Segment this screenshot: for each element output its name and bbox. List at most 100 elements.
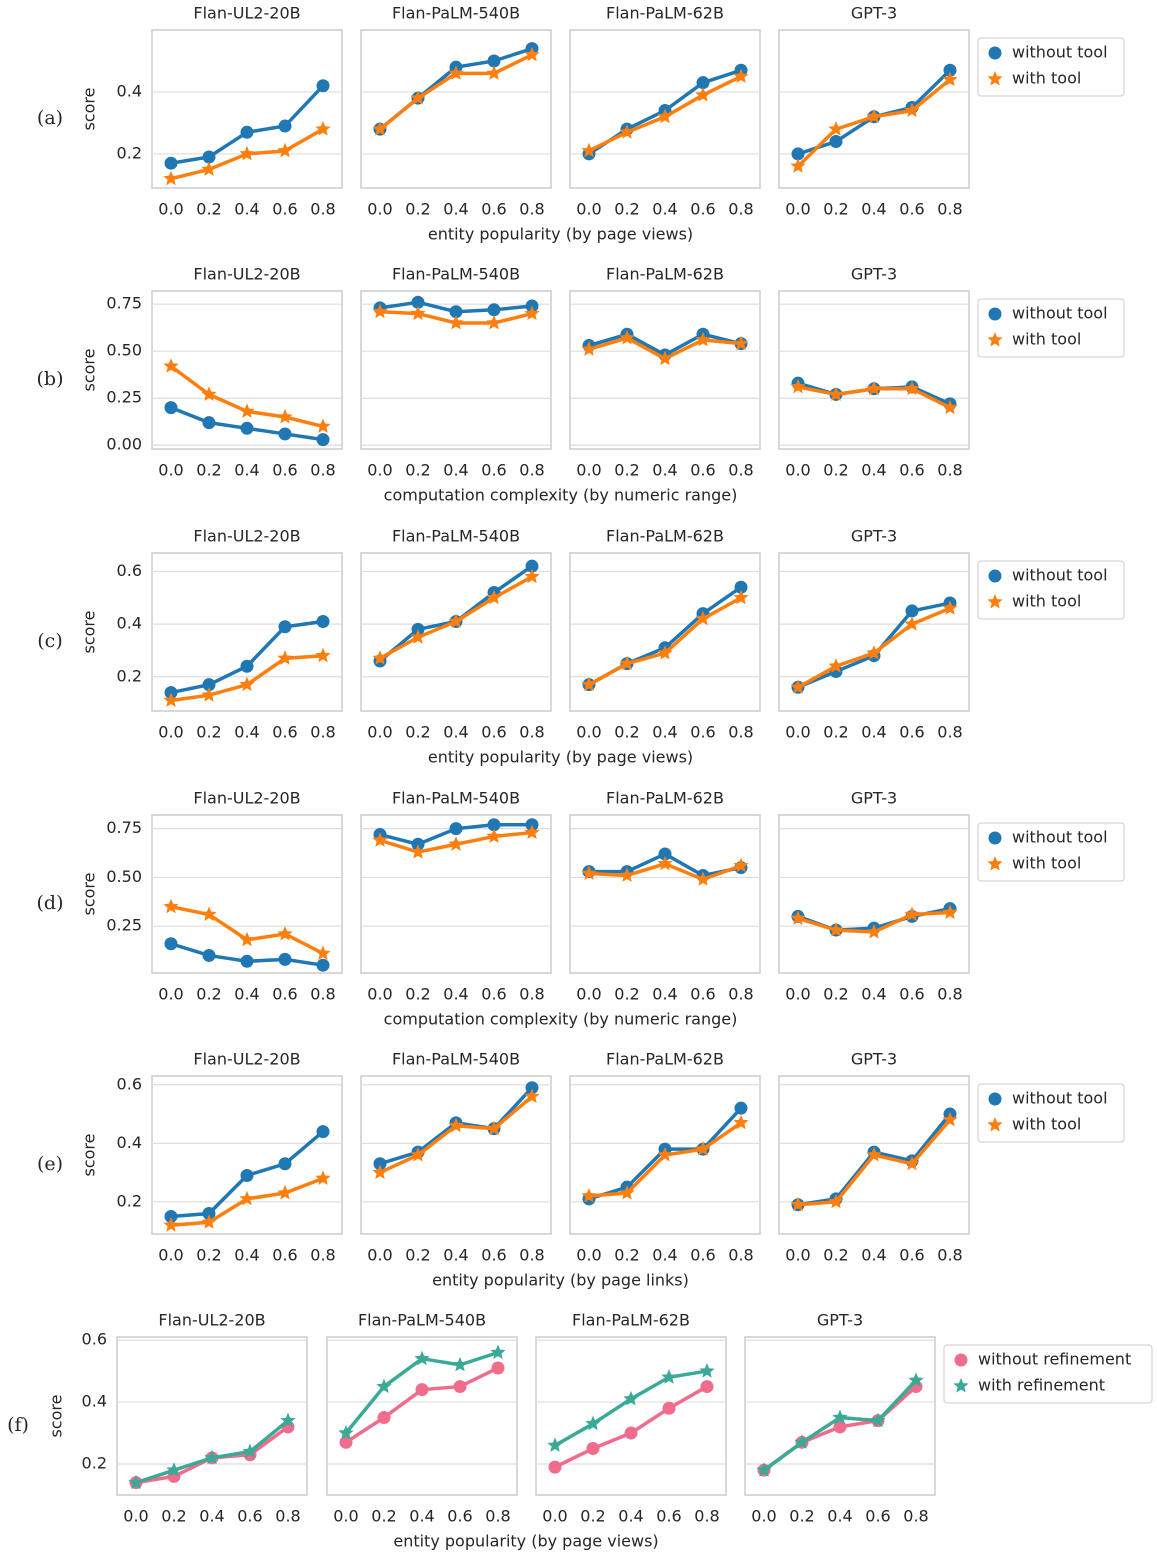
x-tick-label: 0.2 bbox=[405, 461, 430, 480]
x-tick-label: 0.4 bbox=[199, 1507, 224, 1526]
point bbox=[866, 108, 882, 124]
point bbox=[164, 401, 178, 415]
panel-title: Flan-PaLM-540B bbox=[392, 265, 520, 284]
x-tick-label: 0.8 bbox=[519, 723, 544, 742]
x-axis-label: entity popularity (by page views) bbox=[428, 748, 693, 767]
x-tick-label: 0.8 bbox=[275, 1507, 300, 1526]
point bbox=[410, 844, 426, 859]
point bbox=[657, 108, 673, 124]
point bbox=[733, 589, 749, 605]
point bbox=[164, 156, 178, 170]
point bbox=[657, 1147, 673, 1162]
panel-title: Flan-PaLM-540B bbox=[392, 1050, 520, 1069]
point bbox=[658, 847, 672, 861]
point bbox=[487, 303, 501, 317]
x-tick-label: 0.2 bbox=[614, 985, 639, 1004]
point bbox=[619, 1185, 635, 1200]
x-tick-label: 0.0 bbox=[158, 985, 183, 1004]
point bbox=[372, 121, 388, 136]
panel-frame bbox=[116, 1336, 308, 1496]
x-tick-label: 0.4 bbox=[234, 985, 259, 1004]
panel-frame bbox=[360, 552, 552, 712]
x-tick-label: 0.8 bbox=[519, 1246, 544, 1265]
point bbox=[239, 403, 255, 418]
point bbox=[794, 1434, 810, 1449]
point bbox=[448, 613, 464, 628]
panel-frame bbox=[151, 29, 343, 189]
point bbox=[586, 1442, 600, 1456]
point bbox=[942, 904, 958, 919]
point bbox=[372, 303, 388, 319]
legend-label: without refinement bbox=[978, 1350, 1131, 1369]
point bbox=[411, 295, 425, 309]
x-tick-label: 0.0 bbox=[367, 723, 392, 742]
x-tick-label: 0.6 bbox=[272, 461, 297, 480]
point bbox=[828, 386, 844, 401]
point bbox=[166, 1462, 182, 1477]
point bbox=[619, 124, 635, 139]
point bbox=[277, 650, 293, 665]
point bbox=[829, 135, 843, 149]
point bbox=[524, 824, 540, 839]
x-tick-label: 0.8 bbox=[937, 985, 962, 1004]
x-tick-label: 0.0 bbox=[785, 461, 810, 480]
point bbox=[942, 399, 958, 415]
point bbox=[828, 922, 844, 937]
y-tick-label: 0.4 bbox=[117, 1133, 142, 1152]
point bbox=[866, 924, 882, 939]
legend-label: with tool bbox=[1012, 69, 1081, 88]
point bbox=[163, 692, 179, 707]
x-tick-label: 0.4 bbox=[652, 1246, 677, 1265]
x-tick-label: 0.6 bbox=[899, 1246, 924, 1265]
row-label: (a) bbox=[37, 107, 63, 129]
x-tick-label: 0.2 bbox=[823, 1246, 848, 1265]
point bbox=[581, 865, 597, 880]
point bbox=[452, 1356, 468, 1372]
x-tick-label: 0.2 bbox=[823, 723, 848, 742]
x-tick-label: 0.4 bbox=[652, 985, 677, 1004]
x-axis-label: entity popularity (by page links) bbox=[432, 1271, 689, 1290]
point bbox=[491, 1361, 505, 1375]
point bbox=[204, 1449, 220, 1465]
x-tick-label: 0.2 bbox=[614, 200, 639, 219]
x-tick-label: 0.8 bbox=[519, 461, 544, 480]
point bbox=[700, 1380, 714, 1394]
x-axis-label: computation complexity (by numeric range… bbox=[384, 1010, 738, 1029]
point bbox=[581, 341, 597, 356]
panel-frame bbox=[360, 29, 552, 189]
legend-label: without tool bbox=[1012, 828, 1108, 847]
point bbox=[733, 335, 749, 351]
panel-title: Flan-PaLM-540B bbox=[392, 527, 520, 546]
x-tick-label: 0.8 bbox=[310, 461, 335, 480]
point bbox=[315, 418, 331, 433]
point bbox=[866, 380, 882, 396]
x-tick-label: 0.2 bbox=[196, 1246, 221, 1265]
panel-title: GPT-3 bbox=[851, 265, 897, 284]
x-tick-label: 0.4 bbox=[443, 985, 468, 1004]
x-tick-label: 0.0 bbox=[542, 1507, 567, 1526]
x-axis-label: entity popularity (by page views) bbox=[428, 225, 693, 244]
x-tick-label: 0.4 bbox=[443, 1246, 468, 1265]
panel-title: Flan-PaLM-62B bbox=[572, 1311, 690, 1330]
y-tick-label: 0.75 bbox=[106, 294, 142, 313]
x-tick-label: 0.2 bbox=[196, 723, 221, 742]
panel-title: Flan-UL2-20B bbox=[193, 265, 300, 284]
y-axis-label: score bbox=[80, 88, 99, 131]
x-tick-label: 0.8 bbox=[728, 1246, 753, 1265]
x-tick-label: 0.8 bbox=[519, 985, 544, 1004]
point bbox=[828, 658, 844, 673]
x-tick-label: 0.0 bbox=[576, 461, 601, 480]
point bbox=[624, 1426, 638, 1440]
x-tick-label: 0.4 bbox=[443, 200, 468, 219]
legend-marker bbox=[988, 46, 1002, 60]
x-tick-label: 0.6 bbox=[272, 200, 297, 219]
point bbox=[202, 1207, 216, 1221]
point bbox=[415, 1383, 429, 1397]
point bbox=[832, 1409, 848, 1424]
x-tick-label: 0.8 bbox=[519, 200, 544, 219]
point bbox=[410, 90, 426, 105]
y-axis-label: score bbox=[80, 1134, 99, 1177]
point bbox=[619, 330, 635, 345]
panel-frame bbox=[569, 814, 761, 974]
